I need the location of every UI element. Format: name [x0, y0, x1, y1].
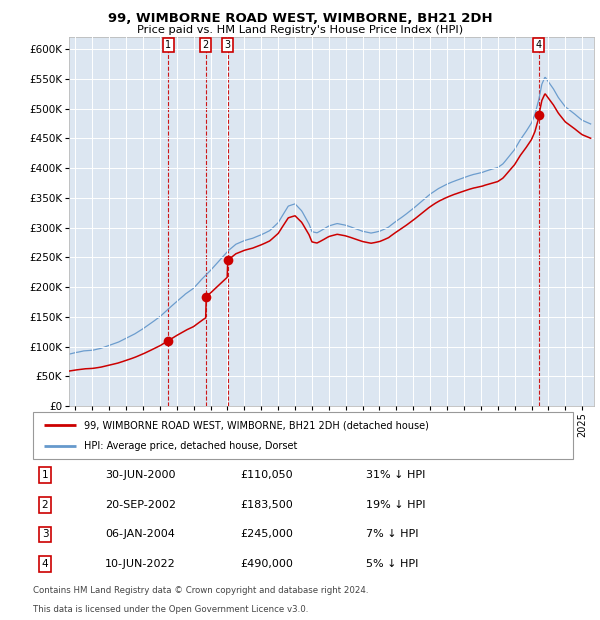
Text: 2: 2: [41, 500, 49, 510]
Text: £110,050: £110,050: [240, 470, 293, 480]
Text: 7% ↓ HPI: 7% ↓ HPI: [366, 529, 419, 539]
Text: £183,500: £183,500: [240, 500, 293, 510]
Text: 1: 1: [165, 40, 172, 50]
Text: This data is licensed under the Open Government Licence v3.0.: This data is licensed under the Open Gov…: [33, 604, 308, 614]
Text: 31% ↓ HPI: 31% ↓ HPI: [366, 470, 425, 480]
Text: 30-JUN-2000: 30-JUN-2000: [105, 470, 176, 480]
Text: 3: 3: [41, 529, 49, 539]
Text: 10-JUN-2022: 10-JUN-2022: [105, 559, 176, 569]
Text: HPI: Average price, detached house, Dorset: HPI: Average price, detached house, Dors…: [84, 441, 298, 451]
Text: 1: 1: [41, 470, 49, 480]
Text: Price paid vs. HM Land Registry's House Price Index (HPI): Price paid vs. HM Land Registry's House …: [137, 25, 463, 35]
Text: 99, WIMBORNE ROAD WEST, WIMBORNE, BH21 2DH (detached house): 99, WIMBORNE ROAD WEST, WIMBORNE, BH21 2…: [84, 420, 429, 430]
FancyBboxPatch shape: [33, 412, 573, 459]
Text: £490,000: £490,000: [240, 559, 293, 569]
Text: £245,000: £245,000: [240, 529, 293, 539]
Text: 19% ↓ HPI: 19% ↓ HPI: [366, 500, 425, 510]
Text: Contains HM Land Registry data © Crown copyright and database right 2024.: Contains HM Land Registry data © Crown c…: [33, 586, 368, 595]
Text: 20-SEP-2002: 20-SEP-2002: [105, 500, 176, 510]
Text: 4: 4: [41, 559, 49, 569]
Text: 2: 2: [203, 40, 209, 50]
Text: 5% ↓ HPI: 5% ↓ HPI: [366, 559, 418, 569]
Text: 06-JAN-2004: 06-JAN-2004: [105, 529, 175, 539]
Text: 99, WIMBORNE ROAD WEST, WIMBORNE, BH21 2DH: 99, WIMBORNE ROAD WEST, WIMBORNE, BH21 2…: [107, 12, 493, 25]
Text: 4: 4: [536, 40, 542, 50]
Text: 3: 3: [224, 40, 231, 50]
